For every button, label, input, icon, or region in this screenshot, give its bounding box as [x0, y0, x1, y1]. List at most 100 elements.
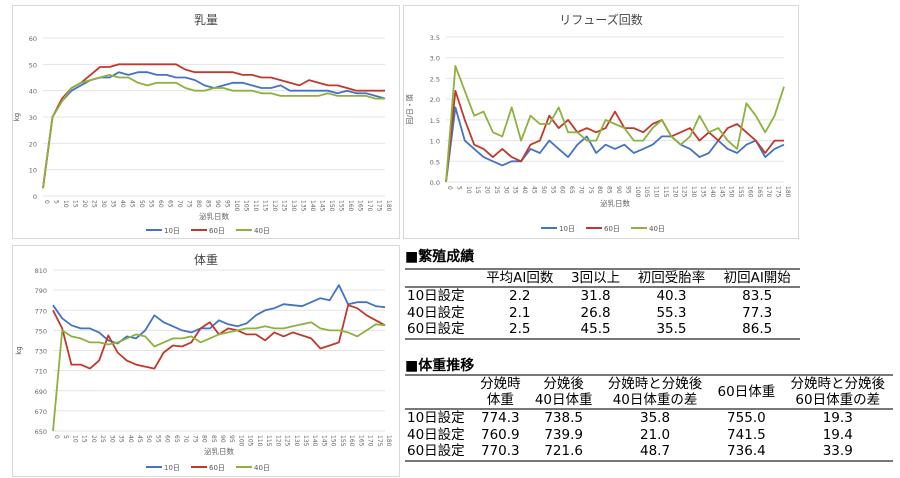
x-tick-label: 75 — [186, 200, 193, 208]
table-cell: 48.7 — [640, 443, 671, 459]
x-tick-label: 25 — [493, 186, 500, 194]
x-tick-label: 80 — [201, 435, 208, 443]
x-tick-label: 95 — [224, 200, 231, 208]
x-tick-label: 40 — [119, 200, 126, 208]
chart-title: リフューズ回数 — [559, 12, 642, 27]
header-cell — [405, 375, 473, 409]
x-tick-label: 80 — [596, 186, 603, 194]
legend-label: 10日 — [164, 464, 180, 472]
x-tick-label: 155 — [737, 186, 744, 198]
milk-yield-chart: 乳量 0 10 20 30 40 50 60 0 5 10 15 20 25 30 35 40 45 50 55 60 6… — [12, 5, 400, 239]
x-tick-label: 60 — [164, 435, 171, 443]
header-line: 分娩時と分娩後 — [790, 376, 886, 392]
x-tick-label: 5 — [455, 186, 462, 190]
header-cell: 初回受胎率 — [637, 270, 706, 286]
table-cell: 721.6 — [544, 443, 583, 459]
y-tick-label: 20 — [29, 140, 37, 148]
x-tick-label: 30 — [108, 435, 115, 443]
chart-svg: リフューズ回数 0.0 0.5 1.0 1.5 2.0 2.5 3.0 3.5 0 5 10 15 20 2… — [406, 12, 791, 233]
table-cell: 45.5 — [580, 321, 611, 337]
x-tick-label: 55 — [154, 435, 161, 443]
legend-label: 10日 — [559, 225, 575, 233]
table-cell: 31.8 — [580, 288, 611, 304]
x-tick-label: 85 — [205, 200, 212, 208]
x-tick-label: 100 — [237, 435, 244, 447]
y-tick-label: 3.0 — [430, 55, 440, 63]
y-tick-label: 3.5 — [430, 34, 440, 42]
y-tick-label: 0.5 — [430, 158, 440, 166]
x-tick-label: 120 — [274, 435, 281, 447]
table-cell: 77.3 — [742, 304, 773, 321]
x-tick-label: 175 — [376, 200, 383, 212]
x-tick-label: 70 — [577, 186, 584, 194]
x-tick-label: 140 — [709, 186, 716, 198]
row-label: 60日設定 — [407, 321, 465, 337]
x-tick-label: 120 — [671, 186, 678, 198]
x-tick-label: 10 — [71, 435, 78, 443]
x-tick-label: 125 — [281, 200, 288, 212]
table-cell: 83.5 — [742, 288, 773, 304]
x-tick-label: 130 — [290, 200, 297, 212]
series-line-10日 — [445, 106, 785, 183]
x-tick-label: 165 — [756, 186, 763, 198]
header-line: 40日体重 — [534, 392, 593, 408]
x-tick-label: 105 — [643, 186, 650, 198]
x-tick-label: 170 — [366, 200, 373, 212]
row-label: 60日設定 — [407, 443, 465, 459]
x-axis-label: 泌乳日数 — [204, 446, 234, 456]
x-tick-label: 175 — [376, 435, 383, 447]
x-tick-label: 35 — [110, 200, 117, 208]
x-tick-label: 115 — [262, 200, 269, 212]
x-tick-label: 110 — [256, 435, 263, 447]
x-tick-label: 25 — [91, 200, 98, 208]
y-tick-label: 650 — [35, 428, 47, 436]
x-tick-label: 45 — [136, 435, 143, 443]
x-tick-label: 150 — [330, 435, 337, 447]
header-cell: 平均AI回数 — [486, 270, 554, 286]
header-line: 分娩時と分娩後 — [607, 376, 703, 392]
table-cell: 26.8 — [580, 304, 611, 321]
x-tick-label: 170 — [367, 435, 374, 447]
x-tick-label: 150 — [328, 200, 335, 212]
x-tick-label: 10 — [62, 200, 69, 208]
table-cell: 770.3 — [481, 443, 520, 459]
y-axis-label: kg — [15, 346, 23, 355]
x-tick-label: 105 — [247, 435, 254, 447]
series-line-40日 — [52, 321, 386, 432]
table-cell: 40.3 — [656, 288, 687, 304]
x-tick-label: 100 — [233, 200, 240, 212]
legend-label: 60日 — [604, 225, 620, 233]
x-tick-label: 145 — [319, 200, 326, 212]
x-tick-label: 180 — [385, 200, 392, 212]
x-tick-label: 65 — [568, 186, 575, 194]
table-header-row: 分娩時 体重 分娩後 40日体重 分娩時と分娩後 40日体重の差 60日体重 分娩時と分娩後 6… — [405, 375, 893, 409]
y-tick-label: 810 — [35, 267, 47, 275]
y-axis-label: kg — [13, 113, 21, 122]
y-tick-label: 1.5 — [430, 117, 440, 125]
x-tick-label: 40 — [127, 435, 134, 443]
table-cell: 19.3 — [822, 410, 853, 426]
x-tick-label: 20 — [90, 435, 97, 443]
x-tick-label: 75 — [587, 186, 594, 194]
header-cell: 分娩後 40日体重 — [528, 375, 600, 409]
refusal-count-chart: リフューズ回数 0.0 0.5 1.0 1.5 2.0 2.5 3.0 3.5 0 5 10 15 20 2… — [403, 5, 799, 239]
header-cell: 分娩時 体重 — [473, 375, 527, 409]
x-tick-label: 0 — [446, 186, 453, 190]
x-tick-label: 140 — [309, 200, 316, 212]
header-line: 分娩後 — [543, 376, 584, 392]
table-cell: 86.5 — [742, 321, 773, 337]
series-line-60日 — [52, 304, 386, 370]
x-tick-label: 140 — [311, 435, 318, 447]
x-tick-label: 90 — [219, 435, 226, 443]
table-cell: 760.9 — [481, 426, 520, 443]
y-tick-label: 50 — [29, 61, 37, 69]
x-tick-label: 160 — [746, 186, 753, 198]
x-tick-label: 145 — [320, 435, 327, 447]
x-tick-label: 25 — [99, 435, 106, 443]
x-tick-label: 40 — [521, 186, 528, 194]
row-label: 10日設定 — [407, 288, 465, 304]
x-tick-label: 100 — [634, 186, 641, 198]
x-tick-label: 70 — [182, 435, 189, 443]
